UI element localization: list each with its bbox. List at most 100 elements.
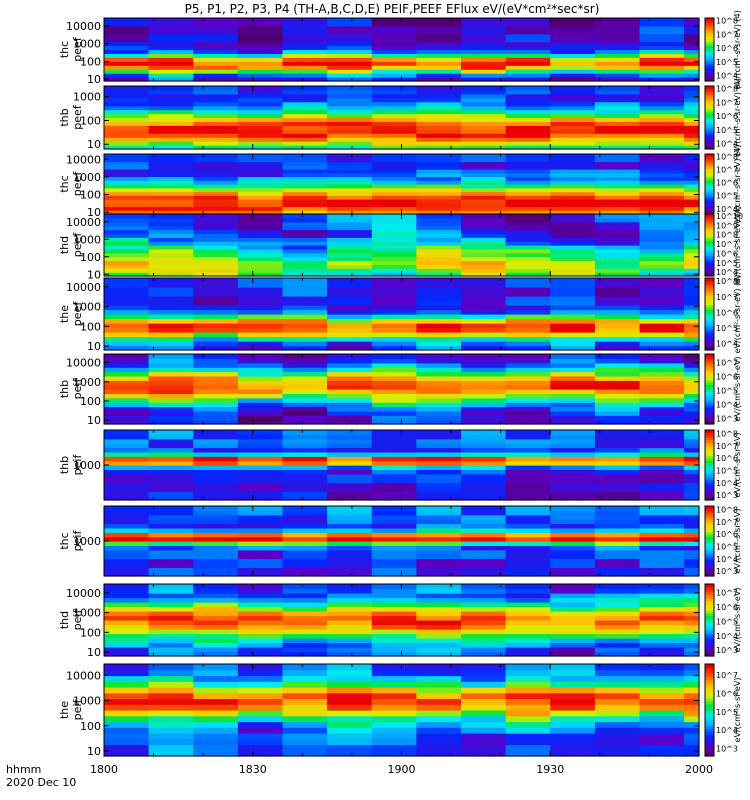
heatmap-cell [684,154,700,159]
heatmap-cell [594,37,611,43]
heatmap-cell [565,264,581,269]
heatmap-cell [475,180,492,185]
heatmap-cell [356,86,373,91]
heatmap-cell [654,57,670,62]
heatmap-cell [490,137,507,142]
heatmap-cell [416,495,432,501]
heatmap-cell [208,25,224,31]
heatmap-cell [356,61,373,66]
heatmap-cell [609,217,626,223]
heatmap-cell [297,336,313,342]
heatmap-cell [580,29,596,35]
heatmap-cell [669,133,685,138]
heatmap-cell [312,305,328,311]
heatmap-cell [565,415,581,421]
heatmap-cell [490,252,507,258]
heatmap-cell [371,469,388,475]
colorbar-swatch [705,198,714,201]
heatmap-cell [416,415,432,421]
heatmap-cell [193,101,209,107]
heatmap-cell [327,438,343,444]
heatmap-cell [148,141,165,146]
heatmap-cell [386,309,403,315]
heatmap-cell [267,252,284,258]
heatmap-cell [461,117,477,122]
heatmap-cell [193,434,209,440]
heatmap-cell [505,133,522,138]
heatmap-cell [565,419,581,425]
heatmap-cell [639,245,655,250]
heatmap-cell [475,18,492,23]
colorbar-swatch [705,224,714,227]
heatmap-cell [446,53,462,58]
heatmap-cell [237,180,254,185]
heatmap-cell [342,256,358,262]
heatmap-cell [208,210,224,215]
heatmap-cell [580,300,596,306]
heatmap-cell [461,176,477,181]
heatmap-cell [416,300,432,306]
heatmap-cell [461,371,477,377]
heatmap-cell [654,89,670,95]
heatmap-cell [148,105,165,111]
heatmap-cell [684,73,700,78]
heatmap-cell [505,77,522,82]
heatmap-cell [237,341,254,347]
heatmap-cell [609,434,626,440]
heatmap-cell [327,260,343,265]
heatmap-cell [193,393,209,399]
heatmap-cell [505,245,522,250]
heatmap-cell [401,221,417,227]
heatmap-cell [535,109,551,115]
colorbar-swatch [705,238,714,242]
heatmap-cell [624,53,641,58]
heatmap-cell [669,443,685,449]
heatmap-cell [327,109,343,115]
heatmap-cell [193,137,209,142]
heatmap-cell [163,86,179,91]
heatmap-cell [580,202,596,208]
heatmap-cell [282,121,298,126]
colorbar-swatch [705,311,714,315]
heatmap-cell [342,332,358,338]
heatmap-cell [342,165,358,170]
heatmap-cell [505,465,522,470]
heatmap-cell [431,305,447,311]
heatmap-cell [520,491,536,497]
heatmap-cell [208,345,224,351]
heatmap-cell [104,73,120,78]
heatmap-cell [594,362,611,368]
heatmap-cell [505,332,522,338]
heatmap-cell [624,69,641,74]
heatmap-cell [356,18,373,23]
heatmap-cell [401,172,417,178]
heatmap-cell [312,430,328,435]
heatmap-cell [639,397,655,403]
heatmap-cell [565,287,581,293]
heatmap-cell [609,402,626,408]
heatmap-cell [104,137,120,142]
colorbar-swatch [705,174,714,177]
heatmap-cell [148,49,165,54]
heatmap-cell [446,233,462,238]
heatmap-cell [104,117,120,122]
heatmap-cell [193,332,209,338]
colorbar-swatch [705,78,714,82]
heatmap-cell [550,389,566,394]
heatmap-cell [639,410,655,416]
heatmap-cell [565,221,581,227]
heatmap-cell [386,233,403,238]
heatmap-cell [267,287,284,293]
heatmap-cell [252,336,269,342]
heatmap-cell [461,161,477,166]
heatmap-cell [193,300,209,306]
heatmap-cell [654,486,670,492]
heatmap-cell [550,73,566,78]
heatmap-cell [669,354,685,359]
colorbar-swatch [705,204,714,207]
heatmap-cell [342,248,358,254]
heatmap-cell [639,305,655,311]
heatmap-cell [461,217,477,223]
heatmap-cell [223,45,239,51]
heatmap-cell [594,129,611,134]
